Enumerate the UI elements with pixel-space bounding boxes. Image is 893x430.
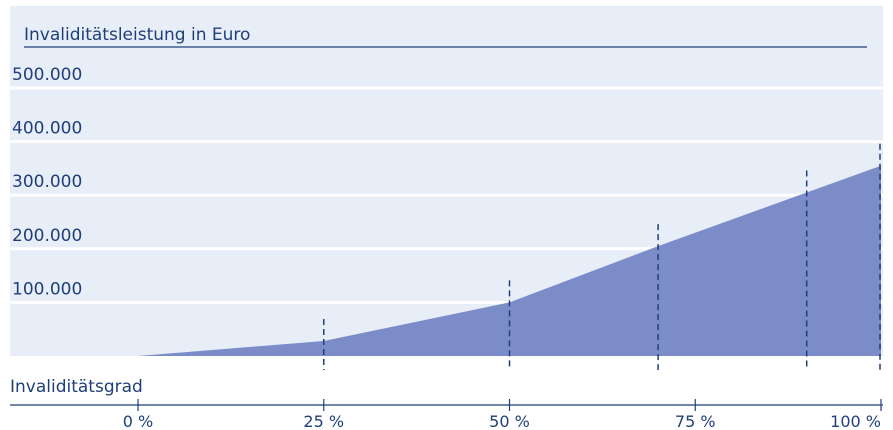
y-tick-label: 200.000 — [12, 226, 82, 246]
y-tick-labels: 100.000 200.000 300.000 400.000 500.000 — [12, 65, 82, 299]
x-tick-label: 0 % — [123, 412, 153, 430]
x-tick-label: 100 % — [830, 412, 881, 430]
x-tick-label: 25 % — [303, 412, 344, 430]
y-tick-label: 100.000 — [12, 279, 82, 299]
x-tick-label: 50 % — [489, 412, 530, 430]
y-tick-label: 500.000 — [12, 65, 82, 85]
x-ticks: 0 % 25 % 50 % 75 % 100 % — [123, 399, 882, 430]
x-tick-label: 75 % — [675, 412, 716, 430]
marker-lines — [323, 143, 881, 370]
chart-title: Invaliditätsleistung in Euro — [24, 25, 250, 45]
area-series — [138, 165, 881, 356]
y-tick-label: 300.000 — [12, 172, 82, 192]
x-axis-label: Invaliditätsgrad — [10, 377, 143, 397]
y-tick-label: 400.000 — [12, 119, 82, 139]
